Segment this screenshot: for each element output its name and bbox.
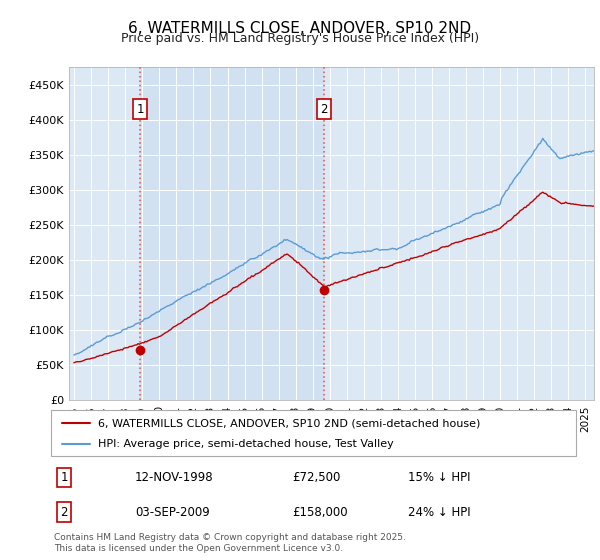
Text: 12-NOV-1998: 12-NOV-1998 [135,471,214,484]
Text: £72,500: £72,500 [293,471,341,484]
Text: 6, WATERMILLS CLOSE, ANDOVER, SP10 2ND: 6, WATERMILLS CLOSE, ANDOVER, SP10 2ND [128,21,472,36]
Text: £158,000: £158,000 [293,506,348,519]
Text: HPI: Average price, semi-detached house, Test Valley: HPI: Average price, semi-detached house,… [98,440,394,450]
Text: 6, WATERMILLS CLOSE, ANDOVER, SP10 2ND (semi-detached house): 6, WATERMILLS CLOSE, ANDOVER, SP10 2ND (… [98,418,481,428]
Text: Contains HM Land Registry data © Crown copyright and database right 2025.
This d: Contains HM Land Registry data © Crown c… [54,533,406,553]
Text: 2: 2 [61,506,68,519]
Text: 03-SEP-2009: 03-SEP-2009 [135,506,210,519]
Text: 1: 1 [136,103,144,116]
Text: 2: 2 [320,103,328,116]
Text: 24% ↓ HPI: 24% ↓ HPI [408,506,470,519]
FancyBboxPatch shape [51,410,576,456]
Text: Price paid vs. HM Land Registry's House Price Index (HPI): Price paid vs. HM Land Registry's House … [121,32,479,45]
Text: 1: 1 [61,471,68,484]
Text: 15% ↓ HPI: 15% ↓ HPI [408,471,470,484]
Bar [140,67,324,400]
